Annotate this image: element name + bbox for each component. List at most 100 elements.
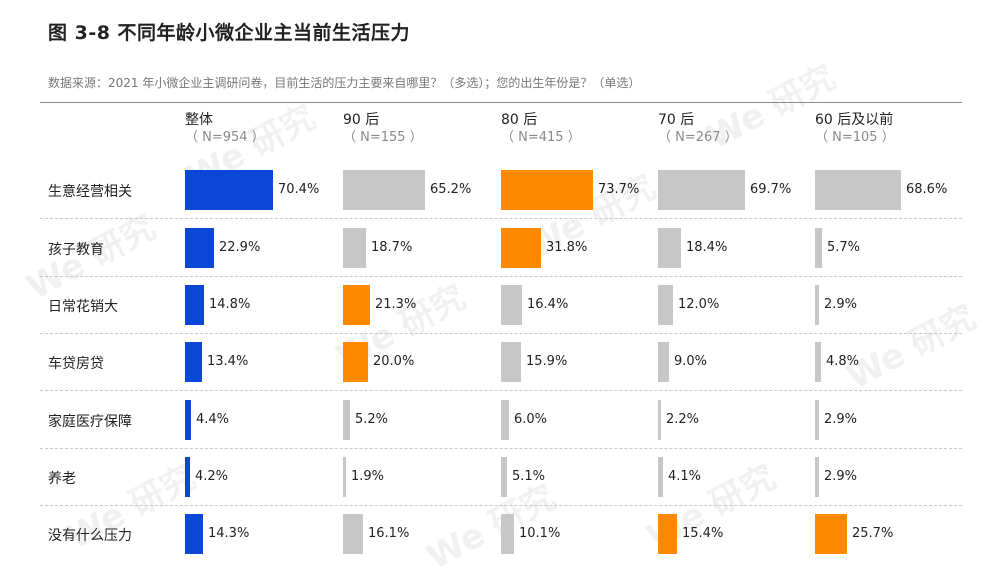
data-label: 18.7% [371,240,413,255]
bar [343,514,363,554]
bar [658,457,663,497]
column-header-name: 70 后 [658,112,695,128]
column-header-2: 80 后 （ N=415 ） [501,111,581,147]
bar [658,514,677,554]
chart-title: 图 3-8 不同年龄小微企业主当前生活压力 [48,22,411,44]
bar [658,400,661,440]
row-separator [40,276,962,277]
bar [501,457,507,497]
column-header-0: 整体 （ N=954 ） [185,111,265,147]
bar [185,514,203,554]
column-header-name: 80 后 [501,112,538,128]
data-label: 13.4% [207,354,249,369]
bar [815,514,847,554]
column-header-sample-size: （ N=155 ） [343,130,423,145]
bar [501,514,514,554]
bar [185,400,191,440]
row-separator [40,505,962,506]
data-label: 22.9% [219,240,261,255]
data-label: 25.7% [852,526,894,541]
bar [815,228,822,268]
bar [501,285,522,325]
row-label: 车贷房贷 [48,356,104,372]
row-separator [40,448,962,449]
row-separator [40,390,962,391]
row-label: 没有什么压力 [48,528,132,544]
column-header-name: 90 后 [343,112,380,128]
data-label: 4.2% [195,469,229,484]
data-label: 15.4% [682,526,724,541]
data-label: 1.9% [351,469,385,484]
bar [185,342,202,382]
bar [815,400,819,440]
bar [343,457,346,497]
bar [343,285,370,325]
data-label: 9.0% [674,354,708,369]
row-label: 生意经营相关 [48,184,132,200]
bar [658,285,673,325]
column-header-sample-size: （ N=415 ） [501,130,581,145]
data-label: 5.7% [827,240,861,255]
data-label: 4.1% [668,469,702,484]
data-label: 14.3% [208,526,250,541]
row-label: 养老 [48,471,76,487]
data-label: 4.4% [196,412,230,427]
data-label: 69.7% [750,182,792,197]
bar [501,228,541,268]
row-label: 家庭医疗保障 [48,414,132,430]
column-header-name: 整体 [185,112,213,128]
row-label: 孩子教育 [48,242,104,258]
data-label: 73.7% [598,182,640,197]
data-label: 12.0% [678,297,720,312]
data-label: 6.0% [514,412,548,427]
data-label: 10.1% [519,526,561,541]
bar [501,342,521,382]
bar [815,170,901,210]
data-label: 18.4% [686,240,728,255]
row-separator [40,333,962,334]
bar [185,285,204,325]
bar [658,228,681,268]
data-label: 65.2% [430,182,472,197]
data-label: 2.9% [824,469,858,484]
bar [815,342,821,382]
bar [185,228,214,268]
data-label: 16.4% [527,297,569,312]
data-label: 70.4% [278,182,320,197]
column-header-name: 60 后及以前 [815,112,894,128]
data-label: 20.0% [373,354,415,369]
data-source-note: 数据来源：2021 年小微企业主调研问卷，目前生活的压力主要来自哪里？（多选）；… [48,76,641,90]
data-label: 21.3% [375,297,417,312]
bar [343,400,350,440]
bar [343,228,366,268]
bar [658,170,745,210]
column-header-4: 60 后及以前 （ N=105 ） [815,111,895,147]
watermark: We 研究 [420,477,563,578]
bar [185,457,190,497]
data-label: 2.9% [824,412,858,427]
data-label: 2.9% [824,297,858,312]
bar [658,342,669,382]
data-label: 2.2% [666,412,700,427]
data-label: 4.8% [826,354,860,369]
bar [815,285,819,325]
data-label: 16.1% [368,526,410,541]
bar [501,170,593,210]
data-label: 68.6% [906,182,948,197]
column-header-sample-size: （ N=267 ） [658,130,738,145]
data-label: 5.1% [512,469,546,484]
data-label: 31.8% [546,240,588,255]
row-label: 日常花销大 [48,299,118,315]
data-label: 5.2% [355,412,389,427]
column-header-3: 70 后 （ N=267 ） [658,111,738,147]
row-separator [40,218,962,219]
bar [343,170,425,210]
data-label: 14.8% [209,297,251,312]
bar [815,457,819,497]
bar [185,170,273,210]
header-rule [40,102,962,103]
column-header-sample-size: （ N=105 ） [815,130,895,145]
data-label: 15.9% [526,354,568,369]
watermark: We 研究 [840,297,983,398]
column-header-1: 90 后 （ N=155 ） [343,111,423,147]
